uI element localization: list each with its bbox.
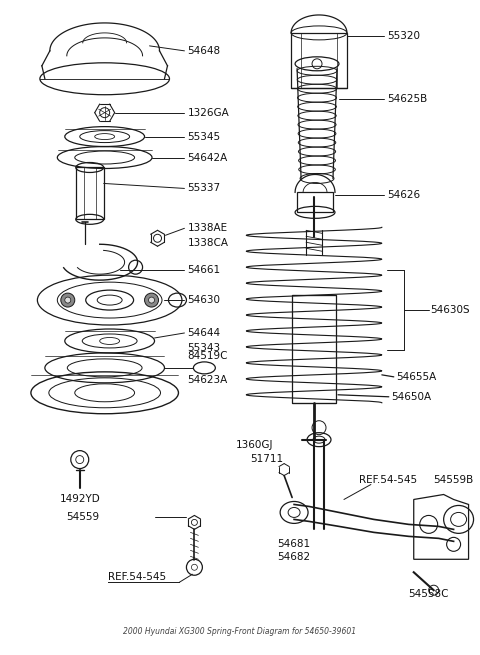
Bar bbox=[297, 193, 333, 212]
Text: 51711: 51711 bbox=[251, 454, 284, 464]
Text: 54559B: 54559B bbox=[433, 474, 474, 485]
Text: 55337: 55337 bbox=[187, 183, 220, 193]
Text: 55345: 55345 bbox=[187, 132, 220, 141]
Text: 54558C: 54558C bbox=[408, 590, 449, 599]
Bar bbox=[292, 295, 336, 403]
Text: 1338AE: 1338AE bbox=[187, 223, 228, 233]
Bar bbox=[291, 33, 347, 88]
Text: 55343: 55343 bbox=[187, 343, 220, 353]
Text: 54642A: 54642A bbox=[187, 153, 228, 162]
Text: 1326GA: 1326GA bbox=[187, 107, 229, 118]
Text: 54559: 54559 bbox=[67, 512, 100, 523]
Text: REF.54-545: REF.54-545 bbox=[108, 572, 166, 582]
Text: 2000 Hyundai XG300 Spring-Front Diagram for 54650-39601: 2000 Hyundai XG300 Spring-Front Diagram … bbox=[123, 627, 356, 636]
Text: 54644: 54644 bbox=[187, 328, 220, 338]
Circle shape bbox=[148, 297, 155, 303]
Text: 54625B: 54625B bbox=[387, 94, 427, 103]
Text: 54661: 54661 bbox=[187, 265, 220, 275]
Text: 54682: 54682 bbox=[277, 552, 311, 562]
Polygon shape bbox=[414, 495, 468, 559]
Text: REF.54-545: REF.54-545 bbox=[359, 474, 417, 485]
Text: 54681: 54681 bbox=[277, 539, 311, 550]
Text: 54626: 54626 bbox=[387, 191, 420, 200]
Circle shape bbox=[65, 297, 71, 303]
Text: 54650A: 54650A bbox=[391, 392, 431, 402]
Text: 54648: 54648 bbox=[187, 46, 220, 56]
Text: 1338CA: 1338CA bbox=[187, 238, 228, 248]
Bar bbox=[76, 168, 104, 219]
Text: 54655A: 54655A bbox=[396, 372, 436, 382]
Text: 1492YD: 1492YD bbox=[60, 495, 100, 504]
Text: 55320: 55320 bbox=[387, 31, 420, 41]
Text: 54623A: 54623A bbox=[187, 375, 228, 385]
Text: 54630S: 54630S bbox=[431, 305, 470, 315]
Circle shape bbox=[144, 293, 158, 307]
Text: 54630: 54630 bbox=[187, 295, 220, 305]
Circle shape bbox=[61, 293, 75, 307]
Text: 84519C: 84519C bbox=[187, 351, 228, 361]
Text: 1360GJ: 1360GJ bbox=[236, 440, 273, 449]
